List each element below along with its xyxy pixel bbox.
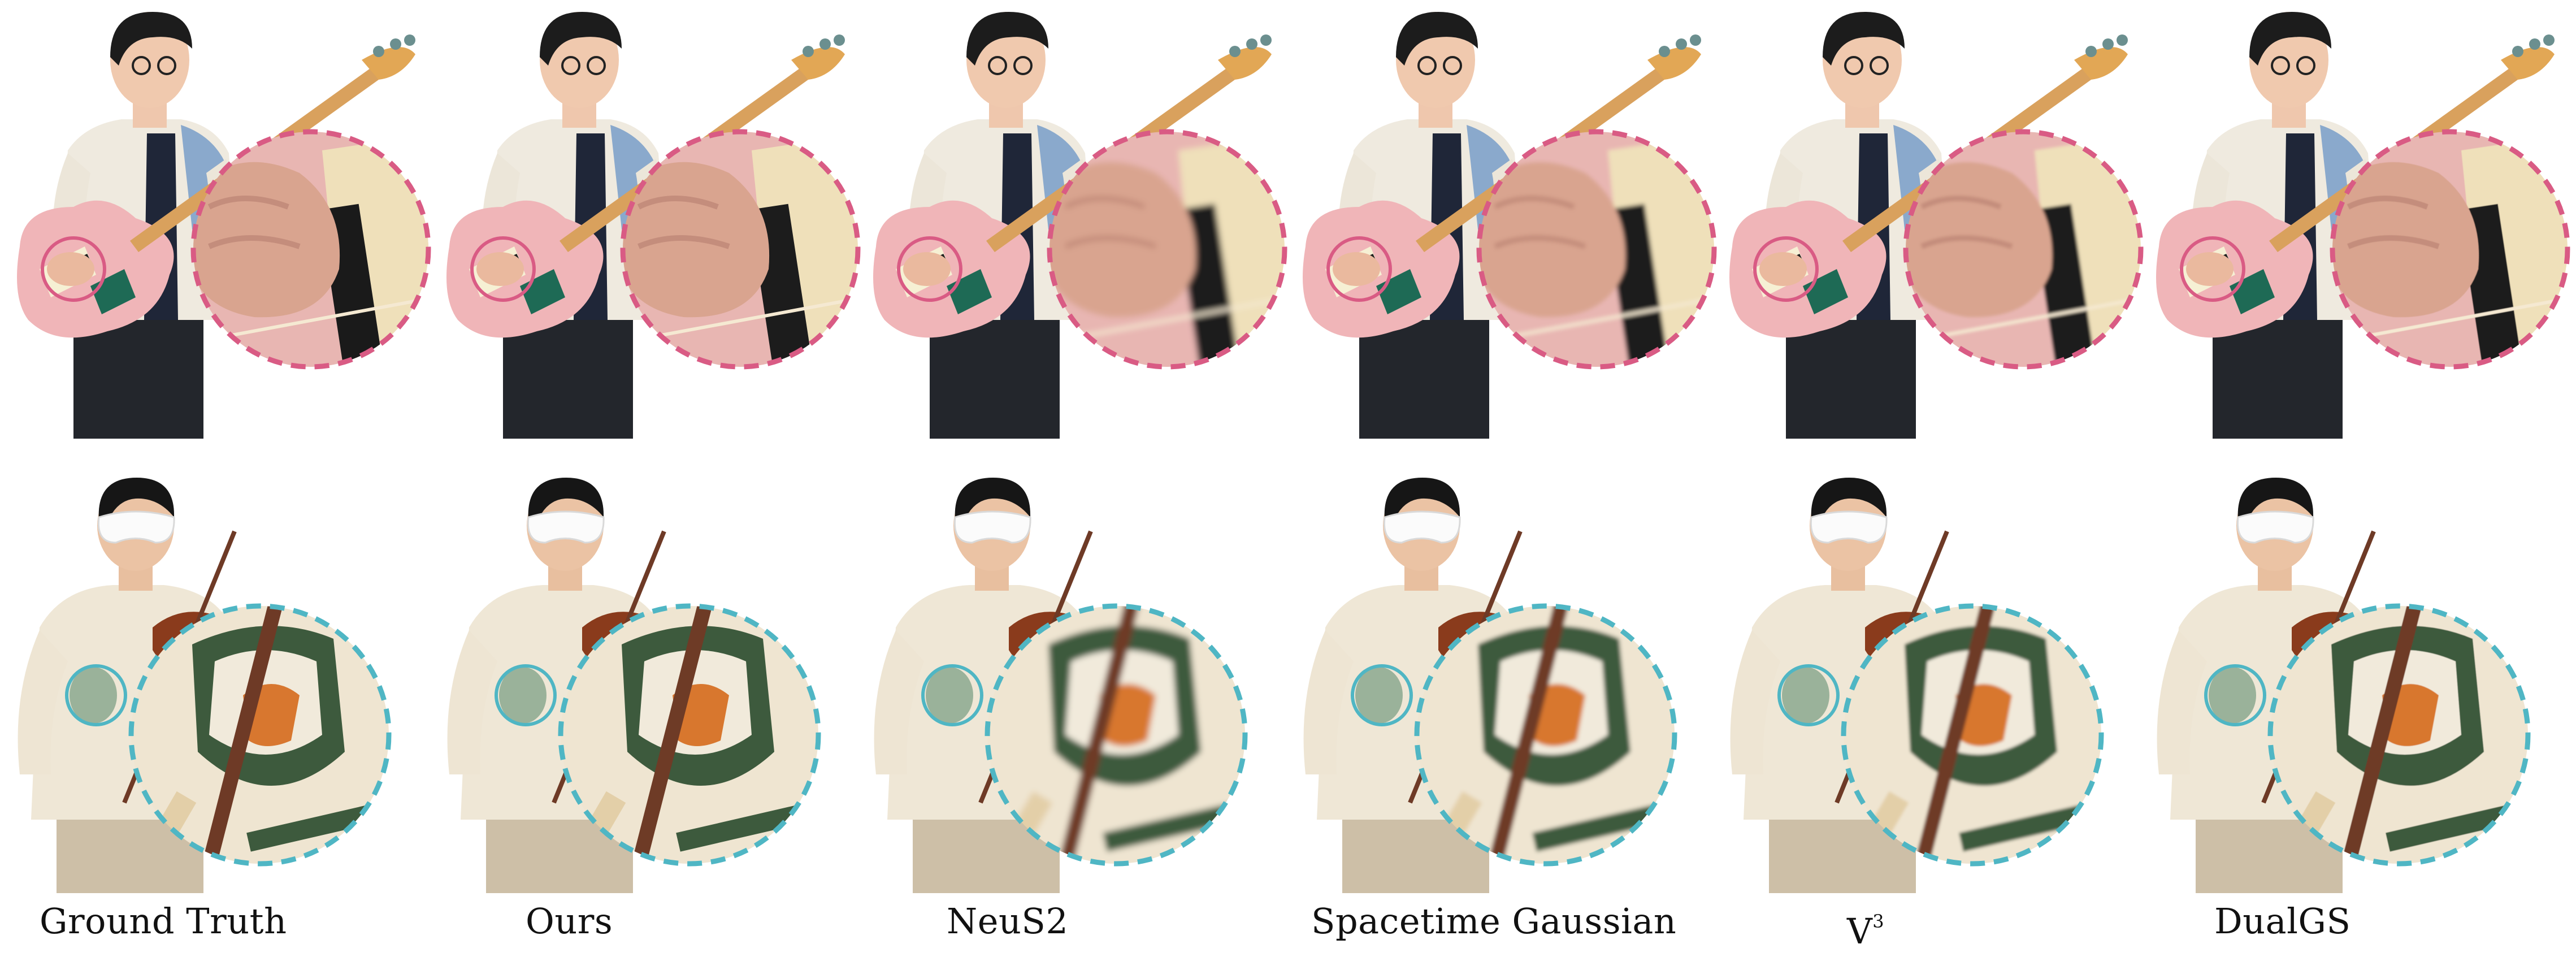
violin-zoom-ring <box>2267 603 2531 867</box>
caption-ours: Ours <box>526 900 613 942</box>
violin-panel-dualgs <box>2145 458 2574 893</box>
violin-panel-ground-truth <box>6 458 435 893</box>
bass-image <box>1303 12 1717 439</box>
bass-panel-dualgs <box>2145 3 2574 439</box>
violin-zoom-inset <box>131 606 389 864</box>
bass-zoom-inset <box>1050 132 1285 367</box>
bass-zoom-source-ring <box>1753 236 1819 302</box>
violin-image <box>2157 478 2531 893</box>
bass-zoom-ring <box>1047 129 1287 370</box>
bass-zoom-ring <box>190 129 431 370</box>
bass-zoom-source-ring <box>897 236 962 302</box>
bass-panel-ours <box>435 3 865 439</box>
violin-zoom-ring <box>128 603 392 867</box>
violin-image <box>447 478 821 893</box>
violin-zoom-inset <box>1844 606 2101 864</box>
bass-zoom-ring <box>1476 129 1717 370</box>
violin-image <box>18 478 392 893</box>
violin-zoom-source-ring <box>495 664 557 726</box>
caption-v3-superscript: 3 <box>1872 911 1885 932</box>
bass-image <box>873 12 1287 439</box>
violin-zoom-inset <box>2270 606 2528 864</box>
violin-panel-v3 <box>1718 458 2148 893</box>
violin-panel-spacetime-gaussian <box>1291 458 1721 893</box>
bass-panel-v3 <box>1718 3 2148 439</box>
bass-zoom-inset <box>1479 132 1714 367</box>
violin-panel-neus2 <box>862 458 1291 893</box>
bass-image <box>446 12 861 439</box>
violin-zoom-ring <box>985 603 1248 867</box>
violin-zoom-ring <box>1414 603 1677 867</box>
violin-zoom-ring <box>558 603 821 867</box>
violin-panel-ours <box>435 458 865 893</box>
violin-zoom-inset <box>1417 606 1675 864</box>
bass-image <box>1729 12 2144 439</box>
bass-zoom-source-ring <box>470 236 536 302</box>
caption-dualgs: DualGS <box>2214 900 2351 942</box>
bass-image <box>2156 12 2570 439</box>
caption-v3-base: V <box>1847 911 1873 952</box>
violin-zoom-source-ring <box>921 664 983 726</box>
violin-zoom-source-ring <box>1351 664 1413 726</box>
caption-spacetime-gaussian: Spacetime Gaussian <box>1311 900 1677 942</box>
violin-zoom-ring <box>1841 603 2104 867</box>
bass-image <box>17 12 431 439</box>
violin-image <box>1730 478 2104 893</box>
violin-image <box>1303 478 1677 893</box>
violin-zoom-source-ring <box>2204 664 2266 726</box>
bass-zoom-inset <box>623 132 858 367</box>
bass-zoom-ring <box>2330 129 2570 370</box>
bass-zoom-source-ring <box>1326 236 1392 302</box>
violin-image <box>874 478 1248 893</box>
bass-panel-ground-truth <box>6 3 435 439</box>
violin-zoom-inset <box>561 606 818 864</box>
bass-zoom-source-ring <box>41 236 106 302</box>
bass-panel-spacetime-gaussian <box>1291 3 1721 439</box>
caption-v3: V3 <box>1847 896 1885 952</box>
caption-neus2: NeuS2 <box>947 900 1069 942</box>
bass-zoom-source-ring <box>2180 236 2245 302</box>
violin-zoom-source-ring <box>65 664 127 726</box>
caption-ground-truth: Ground Truth <box>40 900 287 942</box>
bass-zoom-ring <box>620 129 861 370</box>
bass-panel-neus2 <box>862 3 1291 439</box>
bass-zoom-ring <box>1903 129 2144 370</box>
bass-zoom-inset <box>193 132 428 367</box>
violin-zoom-source-ring <box>1777 664 1840 726</box>
